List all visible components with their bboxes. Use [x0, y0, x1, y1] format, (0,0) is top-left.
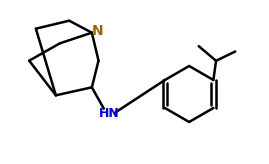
Text: N: N: [92, 24, 104, 38]
Text: HN: HN: [99, 107, 119, 121]
